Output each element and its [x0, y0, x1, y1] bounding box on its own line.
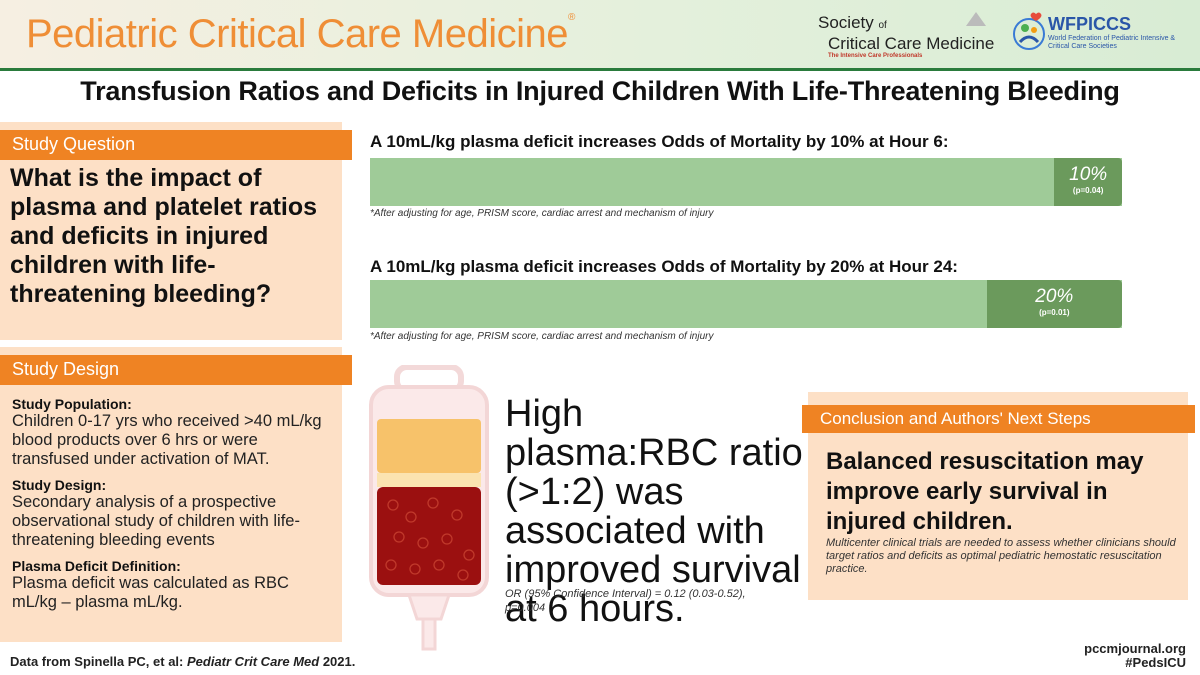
- finding-1-title: A 10mL/kg plasma deficit increases Odds …: [370, 132, 949, 151]
- finding-1-fill: 10% (p=0.04): [1054, 158, 1122, 206]
- blood-bag-icon: [369, 365, 489, 651]
- wfpiccs-logo: WFPICCS World Federation of Pediatric In…: [1012, 8, 1192, 63]
- conclusion-main: Balanced resuscitation may improve early…: [826, 448, 1144, 535]
- journal-title-text: Pediatric Critical Care Medicine: [26, 12, 568, 56]
- study-design-heading: Study Design: [0, 355, 352, 385]
- citation-prefix: Data from Spinella PC, et al:: [10, 654, 187, 669]
- hashtag: #PedsICU: [1125, 655, 1186, 670]
- plasma-deficit-label: Plasma Deficit Definition:: [12, 558, 181, 574]
- sccm-name: Critical Care Medicine: [828, 34, 995, 53]
- finding-1-value: 10%: [1069, 164, 1108, 185]
- study-design-label: Study Design:: [12, 477, 107, 493]
- wfpiccs-emblem-icon: [1013, 12, 1045, 50]
- finding-1-bar: 10% (p=0.04): [370, 158, 1122, 206]
- citation-journal: Pediatr Crit Care Med: [187, 654, 320, 669]
- page-title: Transfusion Ratios and Deficits in Injur…: [80, 76, 1120, 106]
- journal-site-link[interactable]: pccmjournal.org: [1084, 641, 1186, 656]
- study-question-text: What is the impact of plasma and platele…: [10, 164, 318, 308]
- sccm-tagline: The Intensive Care Professionals: [828, 53, 923, 59]
- finding-2-pvalue: (p=0.01): [1039, 308, 1070, 317]
- footer-links: pccmjournal.org #PedsICU: [1084, 642, 1186, 670]
- header-divider: [0, 68, 1200, 71]
- registered-mark: ®: [567, 12, 575, 23]
- wfpiccs-name: WFPICCS: [1048, 14, 1131, 34]
- study-design-panel: Study Design Study Population: Children …: [0, 347, 352, 642]
- sccm-of: of: [878, 20, 887, 31]
- conclusion-sub: Multicenter clinical trials are needed t…: [826, 537, 1176, 575]
- sccm-society: Society: [818, 13, 874, 32]
- citation: Data from Spinella PC, et al: Pediatr Cr…: [10, 654, 355, 669]
- conclusion-heading: Conclusion and Authors' Next Steps: [802, 405, 1195, 433]
- header-banner: Pediatric Critical Care Medicine® Societ…: [0, 0, 1200, 68]
- finding-2-value: 20%: [1035, 286, 1074, 307]
- study-population-text: Children 0-17 yrs who received >40 mL/kg…: [12, 412, 322, 468]
- ratio-finding-text: High plasma:RBC ratio (>1:2) was associa…: [505, 393, 803, 630]
- sccm-triangle-icon: [966, 12, 986, 26]
- finding-2-title: A 10mL/kg plasma deficit increases Odds …: [370, 257, 958, 276]
- finding-1-note: *After adjusting for age, PRISM score, c…: [370, 208, 714, 219]
- journal-title: Pediatric Critical Care Medicine®: [26, 12, 575, 57]
- citation-year: 2021.: [319, 654, 356, 669]
- study-design-body: Study Population: Children 0-17 yrs who …: [12, 388, 337, 612]
- finding-2-fill: 20% (p=0.01): [986, 280, 1122, 328]
- study-population-label: Study Population:: [12, 396, 132, 412]
- finding-1-pvalue: (p=0.04): [1072, 186, 1104, 195]
- finding-2-bar: 20% (p=0.01): [370, 280, 1122, 328]
- wfpiccs-subtitle: World Federation of Pediatric Intensive …: [1048, 35, 1176, 50]
- study-question-heading: Study Question: [0, 130, 352, 160]
- finding-2-note: *After adjusting for age, PRISM score, c…: [370, 331, 714, 342]
- study-question-panel: Study Question What is the impact of pla…: [0, 122, 352, 340]
- sccm-line1: Society of: [818, 14, 998, 35]
- plasma-deficit-text: Plasma deficit was calculated as RBC mL/…: [12, 574, 289, 611]
- conclusion-panel: Conclusion and Authors' Next Steps Balan…: [802, 392, 1195, 600]
- study-design-text: Secondary analysis of a prospective obse…: [12, 493, 300, 549]
- sccm-logo: Society of Critical Care Medicine The In…: [818, 12, 998, 64]
- ratio-odds-ratio: OR (95% Confidence Interval) = 0.12 (0.0…: [505, 588, 746, 614]
